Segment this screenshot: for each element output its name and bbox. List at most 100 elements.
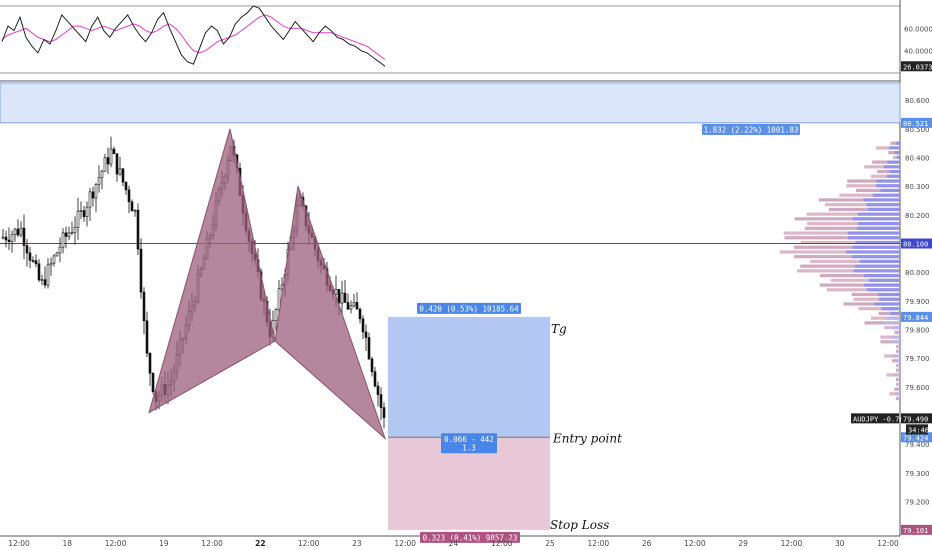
volume-bar-buy <box>863 283 900 287</box>
volume-bar-buy <box>886 174 900 178</box>
candle-body <box>133 209 137 212</box>
candle-body <box>112 148 116 154</box>
volume-bar-buy <box>847 231 900 235</box>
price-tag-text: 80.521 <box>903 120 928 128</box>
candle-body <box>88 191 92 208</box>
price-tag-bg <box>901 311 932 322</box>
volume-bar-buy <box>863 274 900 278</box>
time-tick-label: 12:00 <box>105 539 127 548</box>
candle-body <box>97 177 101 185</box>
volume-bar <box>800 264 900 268</box>
target-stat-text: 0.420 (0.53%) 10185.64 <box>419 304 519 313</box>
volume-bar <box>818 198 900 202</box>
candle-body <box>94 184 98 199</box>
volume-bar <box>889 392 900 396</box>
volume-bar <box>890 141 900 145</box>
volume-bar-buy <box>887 160 900 164</box>
candle-body <box>127 189 131 203</box>
volume-bar-buy <box>867 288 900 292</box>
candle-body <box>55 252 59 257</box>
volume-bar-buy <box>889 169 900 174</box>
volume-bar-buy <box>881 307 900 311</box>
entry-stat-text: 0.066 - 442 <box>444 435 494 444</box>
volume-bar-buy <box>895 392 900 396</box>
time-tick-label: 30 <box>835 539 845 548</box>
volume-bar <box>896 349 900 353</box>
volume-bar <box>880 340 900 344</box>
candle-body <box>79 210 83 212</box>
time-tick-label: 26 <box>642 539 652 548</box>
price-tick-label: 80.000 <box>905 269 930 277</box>
target-stat-label: 0.420 (0.53%) 10185.64 <box>417 302 521 314</box>
candle-body <box>361 318 365 333</box>
candle-body <box>61 232 65 248</box>
entry-ratio-text: 1.3 <box>462 443 476 452</box>
volume-bar-buy <box>879 297 900 301</box>
candle-body <box>148 352 152 374</box>
volume-bar-buy <box>889 146 900 150</box>
candle-body <box>124 181 128 191</box>
entry-stat-bg <box>441 433 497 454</box>
volume-bar <box>858 307 900 311</box>
volume-bar-buy <box>848 236 900 240</box>
volume-bar-buy <box>898 363 900 368</box>
price-tick-label: 79.400 <box>905 441 930 449</box>
price-tick-label: 79.900 <box>905 298 930 306</box>
volume-bar <box>819 274 900 278</box>
volume-bar <box>872 160 900 164</box>
countdown-text: 34:46 <box>908 426 929 434</box>
volume-bar <box>853 297 900 301</box>
volume-bar-buy <box>897 387 900 391</box>
candle-body <box>4 236 8 241</box>
time-tick-label: 25 <box>545 539 555 548</box>
time-tick-label: 12:00 <box>394 539 416 548</box>
volume-bar-buy <box>863 198 900 202</box>
candle-body <box>25 245 29 254</box>
time-tick-label: 12:00 <box>684 539 706 548</box>
candle-body <box>367 337 371 360</box>
volume-bar-buy <box>876 179 900 183</box>
volume-bar <box>896 396 900 401</box>
candle-body <box>82 210 86 218</box>
candle-body <box>139 248 143 293</box>
symbol-tag-bg <box>851 413 899 424</box>
volume-bar <box>804 226 900 230</box>
time-tick-label: 18 <box>63 539 73 548</box>
oscillator-tick-label: 40.0000 <box>904 48 932 56</box>
volume-bar <box>876 146 900 150</box>
volume-bar <box>896 368 900 372</box>
volume-bar-buy <box>852 245 900 249</box>
volume-bar <box>783 231 900 235</box>
volume-bar-buy <box>858 221 900 226</box>
volume-bar-buy <box>896 155 900 159</box>
volume-bar <box>846 184 900 188</box>
zone-stat-label: 1.832 (2.22%) 1001.83 <box>702 124 800 135</box>
volume-bar-buy <box>892 326 900 330</box>
volume-bar <box>884 354 900 358</box>
volume-bar-buy <box>855 264 900 268</box>
volume-bar <box>806 212 900 216</box>
volume-bar <box>843 302 900 306</box>
price-tag-bg <box>901 238 932 249</box>
volume-bar <box>896 382 900 386</box>
candle-body <box>31 260 35 262</box>
candle-body <box>10 234 14 242</box>
candle-body <box>19 227 23 236</box>
volume-bar-buy <box>857 212 900 216</box>
price-tag-text: 80.100 <box>903 241 928 249</box>
volume-bar <box>884 326 900 330</box>
candle-body <box>64 232 68 237</box>
countdown-bg <box>906 424 928 435</box>
candle-body <box>70 231 74 234</box>
volume-bar-buy <box>898 349 900 353</box>
candle-body <box>349 305 353 310</box>
volume-bar <box>826 288 900 292</box>
price-tick-label: 79.600 <box>905 384 930 392</box>
annotation-target: Tg <box>551 322 567 336</box>
volume-bar <box>896 363 900 368</box>
volume-bar-buy <box>868 278 900 282</box>
volume-bar <box>839 193 900 197</box>
volume-bar-buy <box>852 217 900 221</box>
candle-body <box>106 157 110 165</box>
